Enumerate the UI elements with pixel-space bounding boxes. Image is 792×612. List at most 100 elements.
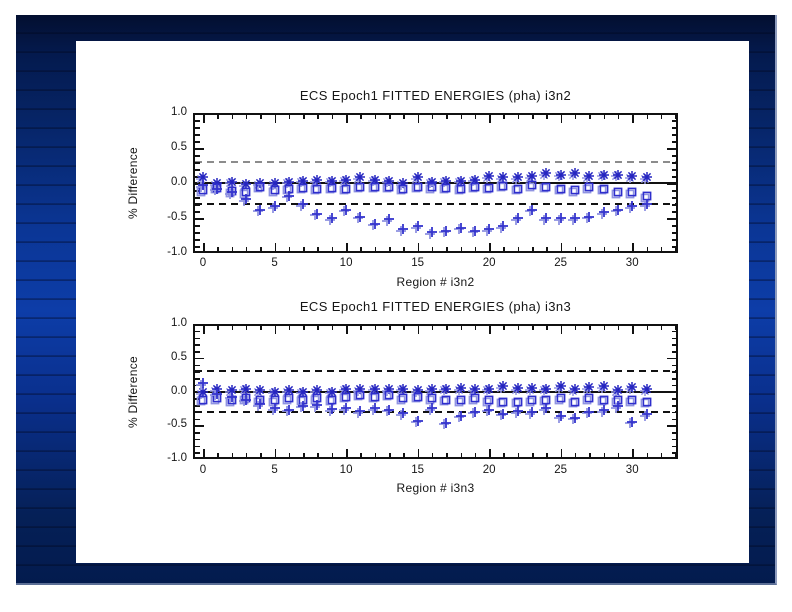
axis-tick — [671, 120, 676, 122]
axis-tick — [195, 344, 200, 346]
axis-tick — [675, 247, 677, 251]
marker-plus-echo — [510, 214, 521, 225]
marker-plus — [426, 227, 437, 237]
marker-plus — [326, 404, 337, 415]
axis-tick — [671, 371, 676, 373]
marker-square-echo — [454, 397, 463, 407]
axis-tick — [671, 411, 676, 414]
axis-tick — [389, 247, 391, 251]
axis-tick — [231, 247, 234, 251]
marker-plus — [598, 405, 609, 416]
x-tick-label: 25 — [554, 257, 568, 269]
axis-tick — [374, 326, 377, 330]
marker-square — [313, 184, 322, 193]
marker-square-echo — [511, 185, 521, 195]
axis-tick — [546, 247, 548, 251]
axis-tick — [195, 176, 200, 178]
marker-square-echo — [339, 185, 349, 195]
axis-tick — [195, 134, 200, 136]
marker-plus-echo — [439, 419, 450, 430]
marker-asterisk — [455, 175, 466, 186]
marker-asterisk — [584, 171, 595, 181]
axis-tick — [446, 247, 448, 251]
marker-square-echo — [482, 397, 492, 407]
axis-tick — [195, 351, 200, 353]
x-tick-label: 20 — [482, 257, 496, 269]
marker-asterisk — [341, 383, 352, 394]
marker-asterisk — [569, 168, 580, 179]
axis-tick — [489, 326, 491, 334]
marker-plus-echo — [596, 406, 607, 417]
x-tick-label: 10 — [339, 464, 353, 476]
axis-tick — [195, 330, 200, 333]
marker-plus-echo — [410, 222, 421, 233]
axis-tick — [560, 243, 563, 251]
marker-asterisk — [283, 176, 294, 187]
axis-tick — [446, 453, 448, 457]
marker-square — [427, 182, 437, 192]
chart-title: ECS Epoch1 FITTED ENERGIES (pha) i3n2 — [299, 88, 572, 103]
marker-square-echo — [411, 393, 421, 403]
axis-tick — [589, 326, 591, 330]
axis-tick — [671, 405, 676, 407]
marker-square-echo — [468, 395, 478, 405]
marker-square — [599, 395, 608, 404]
marker-asterisk — [240, 383, 251, 394]
axis-tick — [667, 148, 676, 150]
marker-plus-echo — [310, 401, 321, 412]
axis-tick — [667, 183, 676, 185]
axis-tick — [195, 445, 200, 447]
marker-square-echo — [253, 183, 263, 193]
marker-square — [327, 183, 337, 193]
marker-plus — [627, 416, 638, 427]
axis-tick — [517, 247, 520, 251]
axis-tick — [374, 453, 377, 457]
marker-square — [556, 393, 566, 403]
content-panel — [76, 41, 749, 563]
reference-line-dashed — [195, 203, 676, 205]
marker-plus-echo — [539, 404, 550, 415]
marker-plus — [641, 409, 652, 420]
marker-plus — [512, 213, 523, 223]
marker-square — [255, 182, 265, 191]
marker-plus-echo — [525, 206, 536, 217]
marker-asterisk — [226, 385, 237, 396]
marker-square — [499, 181, 508, 191]
axis-tick — [671, 197, 676, 199]
marker-plus — [469, 406, 480, 417]
axis-tick — [667, 425, 676, 427]
axis-tick — [274, 326, 277, 334]
axis-tick — [360, 326, 362, 330]
axis-tick — [671, 239, 676, 241]
axis-tick — [245, 115, 248, 119]
axis-tick — [632, 115, 634, 123]
axis-tick — [195, 364, 200, 366]
marker-square — [513, 397, 523, 407]
axis-tick — [574, 247, 577, 251]
axis-tick — [195, 337, 200, 339]
marker-plus — [398, 408, 409, 419]
chart-title: ECS Epoch1 FITTED ENERGIES (pha) i3n3 — [299, 299, 572, 314]
marker-plus-echo — [238, 396, 249, 407]
marker-asterisk — [612, 169, 623, 180]
axis-tick — [389, 115, 391, 119]
marker-plus-echo — [567, 214, 578, 225]
axis-tick — [274, 449, 277, 457]
axis-tick — [260, 115, 262, 119]
marker-plus-echo — [281, 192, 292, 203]
axis-tick — [217, 247, 219, 251]
marker-plus-echo — [367, 404, 378, 415]
marker-square — [298, 183, 308, 193]
axis-tick — [195, 169, 200, 171]
axis-tick — [446, 115, 448, 119]
axis-tick — [195, 438, 200, 441]
marker-square — [198, 395, 208, 404]
marker-square-echo — [468, 183, 478, 193]
marker-plus — [555, 411, 566, 422]
axis-tick — [195, 225, 200, 227]
marker-plus — [355, 406, 366, 417]
marker-square — [527, 180, 537, 190]
axis-tick — [431, 115, 434, 119]
marker-plus-echo — [196, 181, 206, 192]
axis-tick — [617, 326, 620, 330]
